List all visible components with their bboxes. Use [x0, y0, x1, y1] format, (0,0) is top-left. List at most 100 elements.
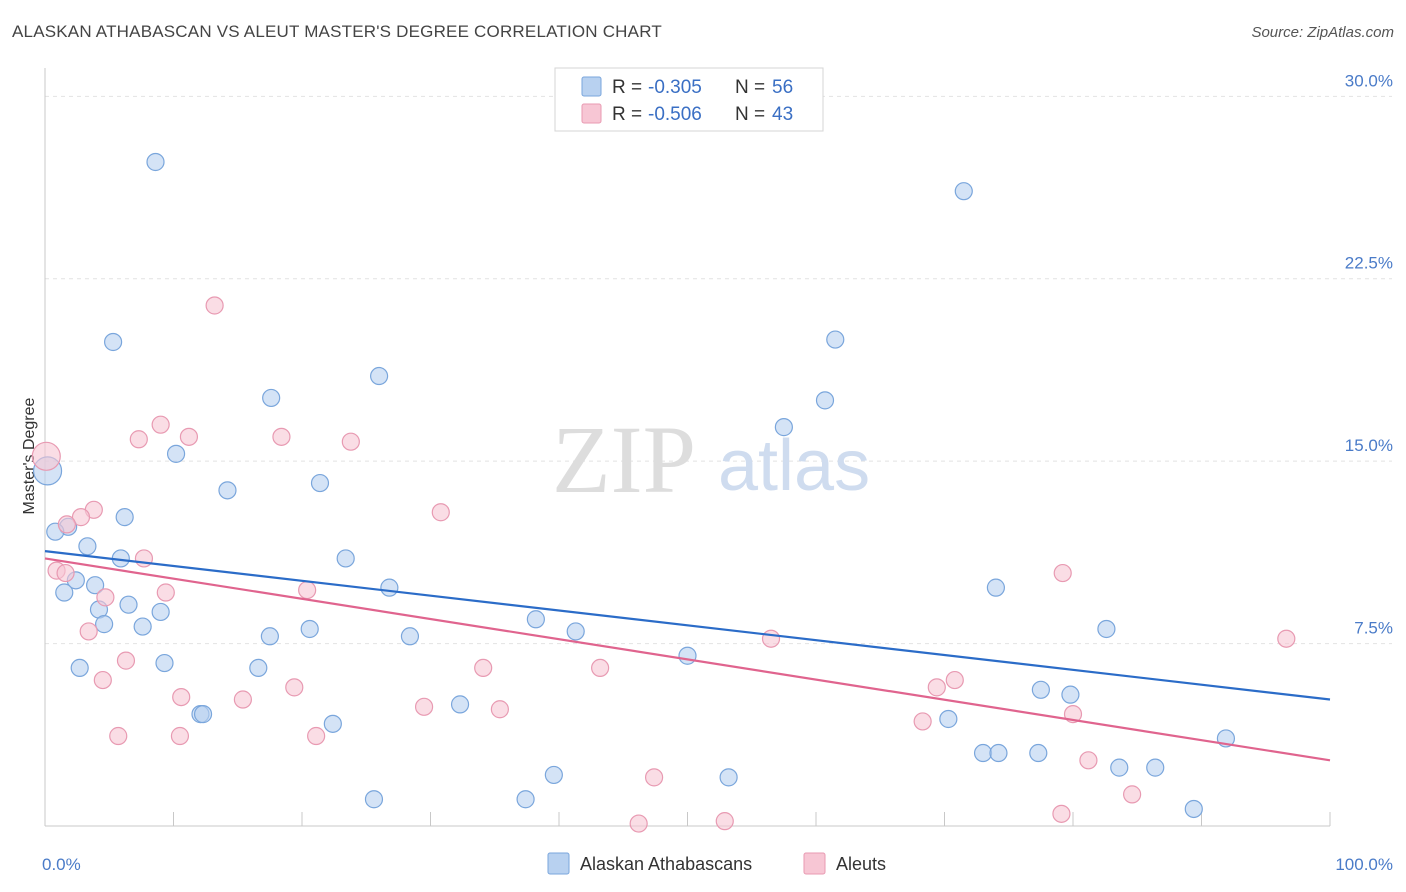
athabascan-point: [218, 481, 237, 500]
aleut-point: [134, 549, 154, 568]
athabascan-point: [133, 617, 152, 636]
chart-title: ALASKAN ATHABASCAN VS ALEUT MASTER'S DEG…: [12, 22, 662, 41]
athabascan-point: [151, 602, 170, 622]
athabascan-point: [249, 658, 268, 678]
legend-swatch-athabascan: [581, 76, 602, 97]
athabascan-point: [815, 391, 835, 410]
athabascan-trend-line: [44, 550, 1331, 701]
legend-r-label-1: R =: [612, 77, 642, 98]
trend-lines: [44, 550, 1331, 762]
athabascan-point: [119, 595, 138, 614]
aleut-point: [298, 580, 317, 600]
aleut-point: [170, 726, 190, 746]
aleut-point: [96, 588, 115, 607]
aleut-point: [341, 432, 360, 451]
athabascan-point: [115, 508, 134, 527]
aleut-point: [93, 670, 112, 690]
aleut-point: [431, 503, 450, 522]
legend: R = -0.305 N = 56 R = -0.506 N = 43: [554, 67, 824, 132]
athabascan-point: [155, 653, 174, 673]
gridlines: [45, 95, 1392, 645]
aleut-point: [151, 415, 170, 434]
athabascan-point: [526, 610, 545, 629]
athabascan-point: [310, 473, 330, 493]
legend-r-value-2: -0.506: [648, 104, 702, 125]
athabascan-point: [400, 627, 420, 646]
athabascan-point: [323, 714, 342, 733]
aleut-point: [945, 670, 964, 690]
aleut-point: [31, 441, 61, 471]
aleut-point: [1079, 751, 1098, 770]
watermark-zip: ZIP: [552, 406, 696, 513]
athabascan-point: [260, 627, 279, 646]
athabascan-point: [1031, 680, 1050, 699]
aleut-point: [116, 651, 136, 670]
aleut-point: [56, 563, 75, 583]
bottom-legend-label-aleut: Aleuts: [836, 854, 886, 874]
athabascan-point: [1097, 619, 1116, 639]
legend-r-label-2: R =: [612, 104, 642, 125]
aleut-point: [285, 678, 304, 697]
athabascan-point: [364, 790, 384, 809]
y-tick-label: 22.5%: [1345, 254, 1393, 273]
series-aleuts: [31, 296, 1296, 833]
aleut-point: [927, 678, 946, 697]
athabascan-point: [826, 330, 845, 349]
aleut-point: [129, 430, 148, 449]
aleut-point: [761, 629, 781, 648]
bottom-legend: Alaskan Athabascans Aleuts: [547, 852, 886, 875]
athabascan-point: [954, 182, 973, 201]
aleut-point: [1052, 804, 1071, 823]
aleut-point: [233, 690, 252, 709]
athabascan-point: [973, 743, 993, 763]
athabascan-point: [95, 615, 114, 634]
athabascan-point: [380, 578, 399, 597]
aleut-point: [474, 658, 493, 678]
legend-r-value-1: -0.305: [648, 77, 702, 98]
y-tick-label: 15.0%: [1345, 436, 1393, 455]
athabascan-point: [166, 444, 186, 463]
aleut-point: [414, 697, 434, 716]
x-tick-labels: 0.0% 100.0%: [42, 855, 1393, 874]
aleut-point: [307, 726, 326, 746]
aleut-point: [156, 583, 175, 602]
athabascan-point: [1061, 685, 1080, 704]
aleut-point: [715, 812, 734, 831]
athabascan-point: [989, 743, 1008, 763]
aleut-trend-line: [44, 557, 1331, 762]
aleut-point: [591, 658, 610, 678]
watermark-atlas: atlas: [718, 426, 870, 506]
y-tick-label: 7.5%: [1354, 619, 1393, 638]
athabascan-point: [678, 646, 697, 665]
legend-swatch-aleut: [581, 103, 602, 124]
aleut-point: [205, 296, 224, 315]
aleut-point: [272, 427, 291, 446]
aleut-point: [57, 515, 76, 534]
aleut-point: [913, 712, 932, 731]
athabascan-point: [1146, 758, 1165, 777]
athabascan-point: [370, 366, 389, 386]
aleut-point: [644, 768, 664, 787]
aleut-point: [109, 726, 128, 746]
y-axis-label: Master's Degree: [21, 397, 38, 514]
source-credit: Source: ZipAtlas.com: [1251, 24, 1394, 41]
legend-n-label-1: N =: [735, 77, 765, 98]
athabascan-point: [193, 705, 213, 724]
aleut-point: [172, 687, 191, 707]
aleut-point: [1053, 563, 1072, 583]
watermark: ZIP atlas: [552, 406, 870, 513]
athabascan-point: [86, 576, 105, 595]
y-tick-label: 30.0%: [1345, 71, 1393, 90]
athabascan-point: [300, 619, 319, 639]
aleut-point: [179, 427, 199, 446]
legend-n-value-1: 56: [772, 77, 793, 98]
aleut-point: [71, 508, 91, 527]
aleut-point: [1123, 785, 1142, 804]
aleut-point: [1277, 629, 1296, 648]
athabascan-point: [774, 418, 793, 437]
athabascan-point: [566, 622, 585, 641]
athabascan-point: [939, 709, 958, 729]
athabascan-point: [336, 549, 355, 568]
athabascan-point: [1029, 743, 1048, 763]
athabascan-point: [544, 765, 563, 785]
